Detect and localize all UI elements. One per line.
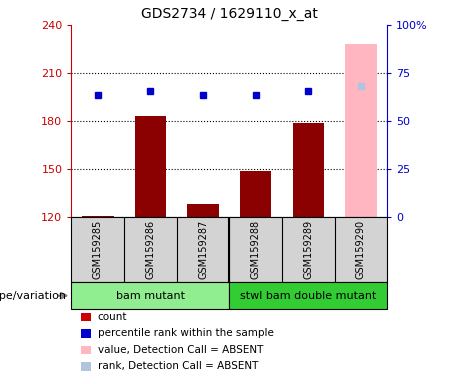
Text: GSM159285: GSM159285 [93, 220, 103, 280]
Title: GDS2734 / 1629110_x_at: GDS2734 / 1629110_x_at [141, 7, 318, 21]
Text: count: count [98, 312, 127, 322]
Bar [135, 116, 166, 217]
Text: GSM159286: GSM159286 [145, 220, 155, 279]
Bar [345, 44, 377, 217]
Bar [82, 216, 113, 217]
Bar [187, 204, 219, 217]
Bar [240, 170, 272, 217]
Bar [71, 282, 229, 309]
Bar [229, 282, 387, 309]
Text: percentile rank within the sample: percentile rank within the sample [98, 328, 274, 338]
Text: GSM159287: GSM159287 [198, 220, 208, 280]
Text: GSM159289: GSM159289 [303, 220, 313, 279]
Text: GSM159290: GSM159290 [356, 220, 366, 279]
Text: genotype/variation: genotype/variation [0, 291, 67, 301]
Text: GSM159288: GSM159288 [251, 220, 260, 279]
Text: bam mutant: bam mutant [116, 291, 185, 301]
Text: rank, Detection Call = ABSENT: rank, Detection Call = ABSENT [98, 361, 258, 371]
Text: value, Detection Call = ABSENT: value, Detection Call = ABSENT [98, 345, 263, 355]
Bar [292, 122, 324, 217]
Text: stwl bam double mutant: stwl bam double mutant [240, 291, 377, 301]
